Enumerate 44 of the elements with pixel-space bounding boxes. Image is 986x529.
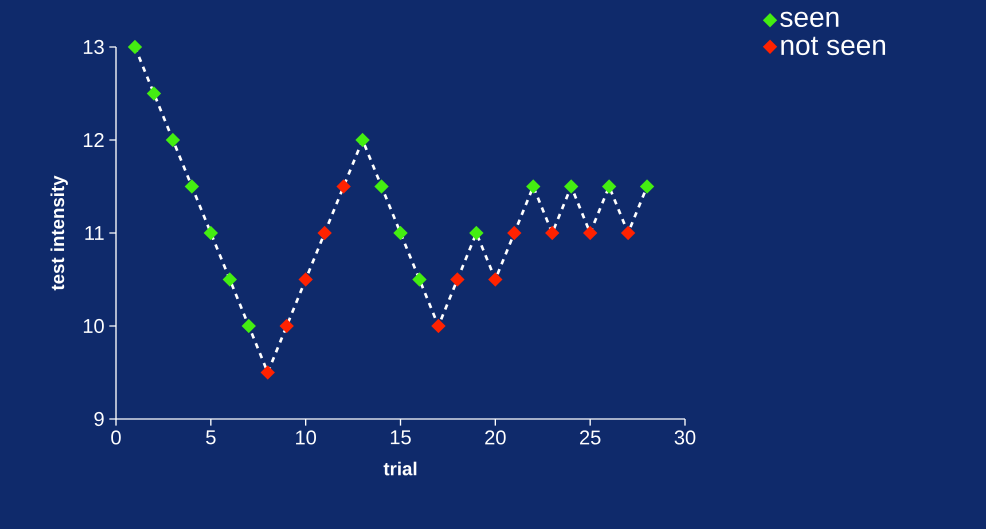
point xyxy=(526,179,540,194)
point xyxy=(507,226,522,240)
x-axis-title: trial xyxy=(384,462,416,476)
point xyxy=(146,86,161,101)
point xyxy=(280,318,294,334)
x-tick-label: 0 xyxy=(111,430,121,445)
point xyxy=(450,272,464,287)
y-tick-label: 13 xyxy=(84,40,104,54)
y-axis-title: test intensity xyxy=(50,176,68,290)
point xyxy=(431,318,446,334)
x-tick-label: 5 xyxy=(206,430,216,444)
point xyxy=(488,272,502,287)
point xyxy=(222,272,237,287)
point xyxy=(356,132,370,148)
point xyxy=(336,179,351,194)
x-tick-label: 20 xyxy=(485,430,506,445)
point xyxy=(204,226,218,240)
point xyxy=(564,179,578,194)
y-tick-label: 12 xyxy=(84,133,104,147)
point xyxy=(583,226,598,240)
point xyxy=(602,179,616,194)
point xyxy=(166,132,180,148)
point xyxy=(318,226,332,240)
legend-label: not seen xyxy=(781,36,886,56)
point xyxy=(184,179,199,194)
x-tick-label: 25 xyxy=(580,430,600,445)
point xyxy=(298,272,313,287)
point xyxy=(242,318,256,334)
point xyxy=(412,272,427,287)
point xyxy=(545,226,560,240)
x-tick-label: 10 xyxy=(296,430,316,445)
point xyxy=(393,226,408,240)
y-tick-label: 11 xyxy=(85,226,104,240)
legend-label: seen xyxy=(780,12,838,28)
point xyxy=(469,226,484,240)
x-tick-label: 30 xyxy=(674,430,696,445)
point xyxy=(128,40,142,54)
point xyxy=(621,226,636,240)
x-tick-label: 15 xyxy=(390,430,411,444)
point xyxy=(640,179,654,194)
y-tick-label: 10 xyxy=(84,318,104,334)
point xyxy=(260,365,275,380)
y-tick-label: 9 xyxy=(94,412,104,426)
point xyxy=(374,179,389,194)
